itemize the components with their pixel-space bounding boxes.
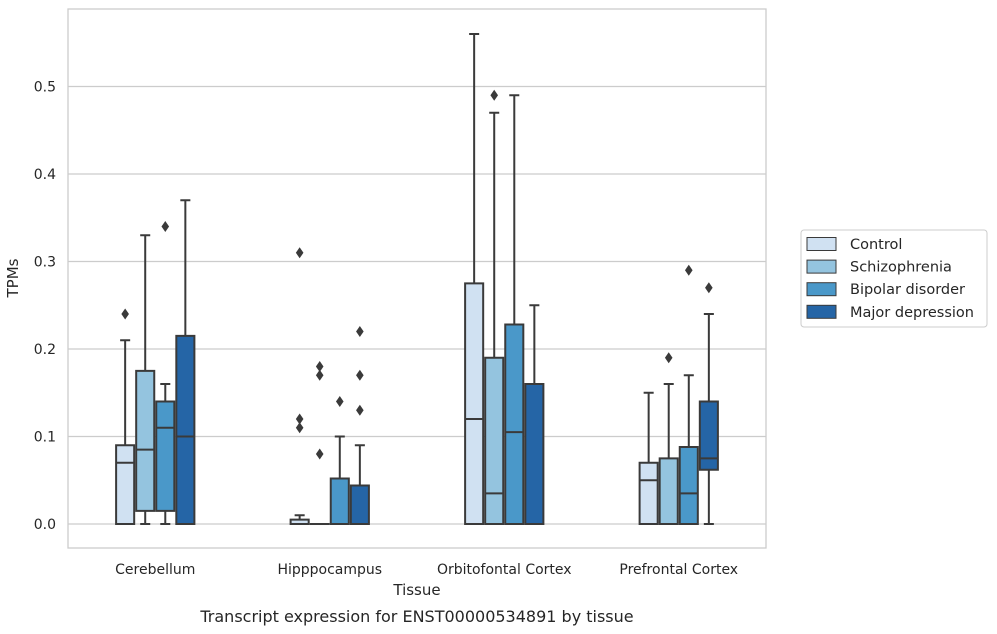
legend-swatch [806,282,837,297]
box-body [135,369,156,512]
box-body [638,461,659,525]
chart-caption: Transcript expression for ENST0000053489… [199,607,633,626]
box-body [504,323,525,525]
outlier-point [664,352,673,364]
box-2-0 [464,33,485,525]
x-tick-label: Hipppocampus [277,562,382,578]
box-body [464,282,485,525]
legend-label: Schizophrenia [850,260,952,276]
box-3-0 [638,391,659,525]
box-series [115,33,719,526]
box-2-2 [504,94,525,525]
box-0-2 [155,221,176,525]
box-body [175,334,196,525]
x-tick-label: Prefrontal Cortex [619,562,738,578]
legend-label: Control [850,237,902,253]
legend-label: Major depression [850,305,974,321]
y-tick-label: 0.4 [34,167,56,183]
box-0-0 [115,308,136,525]
outlier-point [356,404,364,416]
box-body [484,356,505,525]
box-body [329,477,350,525]
y-tick-label: 0.0 [34,517,56,533]
outlier-point [295,422,304,434]
box-0-1 [135,234,156,525]
outlier-point [315,369,324,381]
outlier-point [161,221,170,232]
y-tick-label: 0.2 [34,342,56,358]
box-3-3 [698,282,719,525]
outlier-point [121,308,129,320]
x-axis-title: Tissue [392,581,440,599]
outlier-point [490,89,499,101]
outlier-point [356,326,364,337]
y-tick-label: 0.1 [34,430,56,446]
box-body [115,444,136,525]
box-0-3 [175,199,196,525]
y-axis-ticks: 0.0 0.1 0.2 0.3 0.4 0.5 [34,80,56,534]
legend-label: Bipolar disorder [850,282,965,298]
box-3-1 [658,352,679,525]
box-body [349,484,370,525]
outlier-point [705,282,713,294]
outlier-point [315,361,324,372]
box-3-2 [678,264,699,525]
box-body [698,400,719,471]
x-axis-ticks: Cerebellum Hipppocampus Orbitofontal Corte… [115,562,738,578]
box-1-2 [329,396,350,525]
legend-swatch [806,237,837,251]
box-body [155,400,176,512]
x-tick-label: Cerebellum [115,562,195,578]
outlier-point [295,247,304,259]
plot-frame [67,8,767,549]
box-1-1 [309,361,330,526]
legend-frame [800,229,988,328]
outlier-point [335,396,344,407]
box-body [524,383,545,525]
legend-swatch [806,304,837,319]
box-2-3 [524,304,545,525]
outlier-point [684,264,693,276]
x-tick-label: Orbitofontal Cortex [437,562,572,578]
y-tick-label: 0.5 [34,80,56,96]
box-1-0 [289,247,310,525]
box-2-1 [484,89,505,525]
y-axis-title: TPMs [4,258,22,298]
outlier-point [295,413,304,425]
box-body [678,446,699,525]
legend-swatch [806,259,837,274]
outlier-point [315,448,324,460]
outlier-point [356,369,364,381]
legend: Control Schizophrenia Bipolar disorder Majo… [800,229,988,328]
box-body [658,457,679,525]
y-tick-label: 0.3 [34,255,56,271]
box-1-3 [349,326,370,525]
